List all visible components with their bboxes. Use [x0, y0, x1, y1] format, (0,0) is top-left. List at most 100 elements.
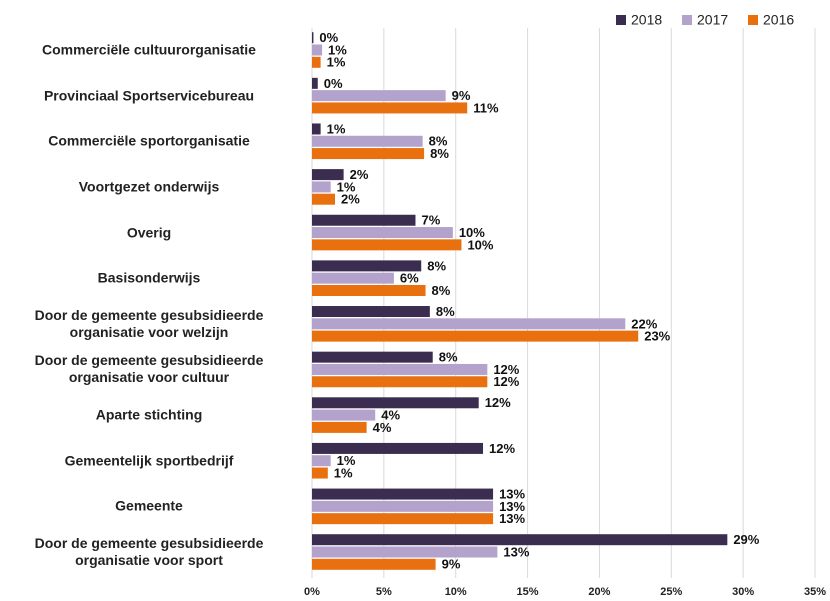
data-label: 8% [436, 304, 455, 319]
bar [312, 500, 494, 512]
data-label: 12% [493, 374, 519, 389]
legend-swatch [682, 15, 692, 25]
data-label: 8% [427, 258, 446, 273]
y-tick-label: Commerciële cultuurorganisatie [42, 41, 256, 58]
y-tick-label: Overig [126, 224, 172, 241]
bar [312, 227, 453, 239]
x-tick-label: 0% [304, 586, 320, 598]
bar [312, 330, 639, 342]
bar [312, 455, 331, 467]
data-label: 1% [334, 465, 353, 480]
data-label: 1% [337, 453, 356, 468]
data-label: 6% [400, 271, 419, 286]
bar [312, 409, 376, 421]
y-tick-label: Door de gemeente gesubsidieerde organisa… [34, 352, 264, 386]
data-label: 10% [459, 225, 485, 240]
data-label: 8% [430, 146, 449, 161]
data-label: 13% [499, 499, 525, 514]
data-label: 9% [442, 557, 461, 572]
bar [312, 534, 728, 546]
data-label: 7% [421, 213, 440, 228]
y-tick-label: Gemeente [115, 497, 183, 514]
bar [312, 488, 494, 500]
data-label: 8% [432, 283, 451, 298]
bar [312, 318, 626, 330]
bar [312, 513, 494, 525]
data-label: 11% [473, 100, 499, 115]
bar [312, 284, 426, 296]
bar [312, 56, 321, 68]
bar [312, 467, 328, 479]
bar [312, 397, 479, 409]
bar [312, 306, 430, 318]
bar [312, 123, 321, 135]
bar [312, 260, 422, 272]
bar [312, 376, 488, 388]
data-label: 1% [327, 121, 346, 136]
bar [312, 148, 425, 160]
bar [312, 546, 498, 558]
bar [312, 193, 335, 205]
bar [312, 135, 423, 147]
x-tick-label: 30% [732, 586, 754, 598]
x-tick-label: 5% [376, 586, 392, 598]
data-label: 13% [499, 487, 525, 502]
bar [312, 44, 323, 56]
y-tick-label: Door de gemeente gesubsidieerde organisa… [34, 306, 264, 340]
data-label: 12% [489, 441, 515, 456]
x-tick-label: 25% [660, 586, 682, 598]
data-label: 4% [381, 408, 400, 423]
bar [312, 351, 433, 363]
data-label: 9% [452, 88, 471, 103]
data-label: 10% [467, 237, 493, 252]
bar [312, 214, 416, 226]
data-label: 1% [337, 179, 356, 194]
data-label: 13% [503, 544, 529, 559]
data-label: 12% [493, 362, 519, 377]
bar [312, 181, 331, 193]
legend-label: 2016 [763, 12, 794, 28]
data-label: 13% [499, 511, 525, 526]
data-label: 2% [350, 167, 369, 182]
bar [312, 272, 394, 284]
data-label: 12% [485, 395, 511, 410]
bar [312, 32, 314, 44]
bar [312, 169, 344, 181]
x-tick-label: 10% [445, 586, 467, 598]
y-tick-label: Basisonderwijs [97, 269, 201, 286]
x-tick-label: 20% [588, 586, 610, 598]
bar [312, 421, 367, 433]
x-tick-label: 15% [517, 586, 539, 598]
bar [312, 102, 468, 114]
y-tick-label: Gemeentelijk sportbedrijf [64, 452, 234, 469]
y-tick-label: Commerciële sportorganisatie [48, 132, 250, 149]
bar [312, 77, 318, 89]
legend-label: 2018 [631, 12, 662, 28]
data-label: 8% [439, 350, 458, 365]
data-label: 22% [631, 316, 657, 331]
data-label: 0% [324, 76, 343, 91]
data-label: 4% [373, 420, 392, 435]
data-label: 23% [644, 329, 670, 344]
bar [312, 90, 446, 102]
data-label: 2% [341, 192, 360, 207]
data-label: 1% [327, 55, 346, 70]
bar [312, 239, 462, 251]
bar [312, 558, 436, 570]
data-label: 29% [733, 532, 759, 547]
data-label: 0% [319, 30, 338, 45]
legend-swatch [748, 15, 758, 25]
bar [312, 442, 484, 454]
legend-swatch [616, 15, 626, 25]
data-label: 1% [328, 42, 347, 57]
legend-label: 2017 [697, 12, 728, 28]
y-tick-label: Aparte stichting [95, 406, 203, 423]
bar [312, 363, 488, 375]
x-tick-label: 35% [804, 586, 826, 598]
y-tick-label: Door de gemeente gesubsidieerde organisa… [34, 535, 264, 568]
data-label: 8% [429, 134, 448, 149]
y-tick-label: Provinciaal Sportservicebureau [43, 87, 255, 104]
y-tick-label: Voortgezet onderwijs [78, 178, 220, 195]
